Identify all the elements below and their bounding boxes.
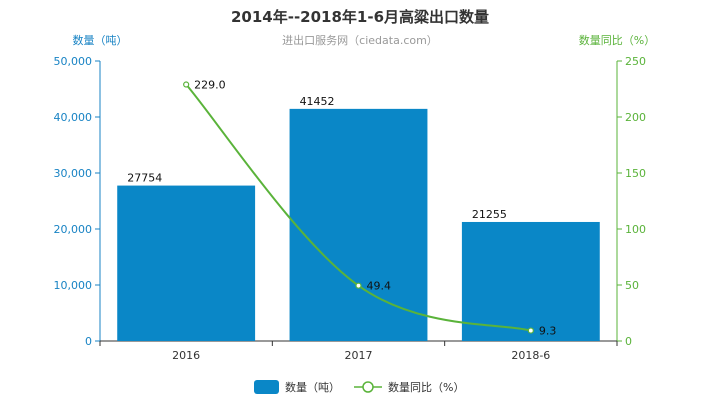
line-series bbox=[185, 83, 532, 332]
legend-bar-swatch bbox=[254, 380, 279, 394]
bar bbox=[461, 221, 600, 341]
right-tick-label: 250 bbox=[625, 55, 646, 68]
line-point bbox=[355, 282, 362, 289]
chart-subtitle: 进出口服务网（ciedata.com） bbox=[282, 33, 438, 47]
legend-bar-label: 数量（吨） bbox=[285, 381, 340, 394]
left-axis-title: 数量（吨） bbox=[73, 34, 128, 47]
x-tick-label: 2018-6 bbox=[511, 349, 550, 362]
legend-item-bar[interactable]: 数量（吨） bbox=[254, 380, 340, 394]
bar-value-label: 41452 bbox=[300, 95, 335, 108]
x-tick-label: 2017 bbox=[345, 349, 373, 362]
right-tick-label: 100 bbox=[625, 223, 646, 236]
legend-item-line[interactable]: 数量同比（%） bbox=[354, 381, 464, 394]
left-tick-label: 20,000 bbox=[54, 223, 93, 236]
left-tick-label: 50,000 bbox=[54, 55, 93, 68]
line-value-label: 229.0 bbox=[194, 79, 226, 92]
right-axis-title: 数量同比（%） bbox=[579, 34, 655, 47]
right-tick-label: 50 bbox=[625, 279, 639, 292]
legend-line-label: 数量同比（%） bbox=[388, 381, 464, 394]
line-point bbox=[527, 327, 534, 334]
x-tick-label: 2016 bbox=[172, 349, 200, 362]
bar bbox=[289, 108, 428, 341]
legend-line-marker bbox=[362, 381, 374, 393]
right-tick-label: 0 bbox=[625, 335, 632, 348]
bar bbox=[117, 185, 256, 341]
left-tick-label: 10,000 bbox=[54, 279, 93, 292]
left-tick-label: 0 bbox=[85, 335, 92, 348]
left-tick-label: 40,000 bbox=[54, 111, 93, 124]
line-point bbox=[183, 81, 190, 88]
bar-value-label: 21255 bbox=[472, 208, 507, 221]
bar-value-label: 27754 bbox=[127, 172, 162, 185]
right-tick-label: 150 bbox=[625, 167, 646, 180]
line-value-label: 9.3 bbox=[539, 325, 557, 338]
chart-title: 2014年--2018年1-6月高粱出口数量 bbox=[231, 8, 489, 26]
line-value-label: 49.4 bbox=[367, 280, 392, 293]
left-tick-label: 30,000 bbox=[54, 167, 93, 180]
plot-area: 0 10,000 20,000 30,000 40,000 50,000 0 50 100 150… bbox=[54, 55, 647, 362]
legend: 数量（吨） 数量同比（%） bbox=[254, 380, 464, 394]
right-tick-label: 200 bbox=[625, 111, 646, 124]
